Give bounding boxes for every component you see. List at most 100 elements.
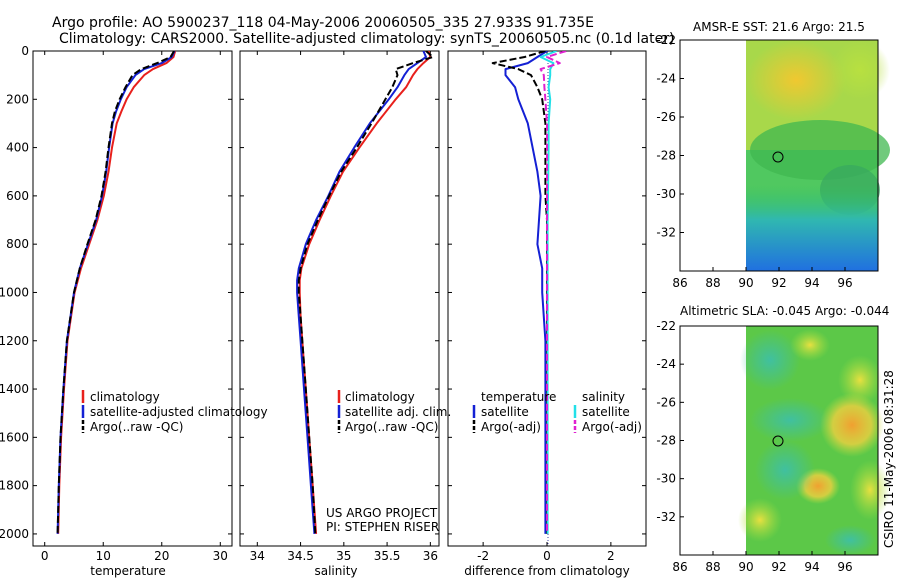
legend-label-climatology: climatology	[90, 390, 160, 404]
sla-map-y-ticks: -22 -24 -26 -28 -30 -32	[656, 319, 684, 524]
x-tick-label: 35	[336, 549, 351, 563]
map-x-tick-label: 94	[804, 276, 819, 290]
y-tick-label: 600	[6, 189, 29, 203]
salinity-x-ticks: 34 34.5 35 35.5 36	[250, 51, 438, 563]
temperature-xlabel: temperature	[90, 564, 165, 578]
temperature-x-ticks: 0 10 20 30	[41, 51, 228, 563]
y-tick-label: 1600	[0, 430, 29, 444]
title-line-1: Argo profile: AO 5900237_118 04-May-2006…	[52, 15, 594, 31]
series-line-climatology	[57, 51, 177, 534]
temperature-legend: climatology satellite-adjusted climatolo…	[81, 390, 268, 434]
map-x-tick-label: 86	[672, 560, 687, 574]
salinity-panel: 34 34.5 35 35.5 36 salinity climatology sate…	[239, 50, 451, 578]
series-line-argo-raw-qc	[297, 51, 434, 534]
y-tick-label: 200	[6, 92, 29, 106]
map-x-tick-label: 96	[837, 276, 852, 290]
map-y-tick-label: -24	[656, 72, 676, 86]
diff-legend-label-sal-satellite: satellite	[582, 405, 630, 419]
salinity-axes-box	[239, 50, 440, 547]
sal-legend-label-satellite: satellite adj. clim.	[345, 405, 451, 419]
x-tick-label: 0	[41, 549, 49, 563]
series-line-climatology	[298, 51, 432, 534]
sst-map-x-ticks: 86 88 90 92 94 96	[672, 267, 853, 290]
difference-y-ticks	[448, 50, 646, 535]
sst-argo-marker	[772, 151, 784, 163]
title-line-2: Climatology: CARS2000. Satellite-adjuste…	[59, 31, 674, 47]
x-tick-label: 35.5	[374, 549, 401, 563]
difference-x-ticks: -2 0 2	[477, 51, 615, 563]
y-tick-label: 0	[21, 44, 29, 58]
sla-map-title: Altimetric SLA: -0.045 Argo: -0.044	[680, 304, 889, 318]
series-line-salinity-argo-adj	[539, 51, 567, 534]
map-y-tick-label: -30	[656, 187, 676, 201]
legend-title-temperature: temperature	[481, 390, 556, 404]
map-y-tick-label: -26	[656, 395, 676, 409]
legend-label-satellite: satellite-adjusted climatology	[90, 405, 268, 419]
map-y-tick-label: -28	[656, 434, 676, 448]
y-tick-label: 1200	[0, 334, 29, 348]
pi-annotation: PI: STEPHEN RISER	[326, 520, 439, 534]
sal-legend-label-argo: Argo(..raw -QC)	[345, 420, 438, 434]
map-x-tick-label: 86	[672, 276, 687, 290]
x-tick-label: 34.5	[287, 549, 314, 563]
sst-map-y-ticks: -22 -24 -26 -28 -30 -32	[656, 33, 684, 240]
map-y-tick-label: -22	[656, 33, 676, 47]
map-x-tick-label: 96	[837, 560, 852, 574]
map-y-tick-label: -30	[656, 472, 676, 486]
y-tick-label: 1000	[0, 285, 29, 299]
map-y-tick-label: -32	[656, 510, 676, 524]
sla-map-panel: Altimetric SLA: -0.045 Argo: -0.044 -22-…	[656, 304, 890, 574]
series-line-argo-raw-qc	[56, 51, 175, 534]
temperature-axes-box	[32, 50, 233, 547]
legend-title-salinity: salinity	[582, 390, 625, 404]
series-line-salinity-satellite	[539, 51, 557, 534]
map-y-tick-label: -24	[656, 357, 676, 371]
map-x-tick-label: 88	[705, 276, 720, 290]
project-annotation: US ARGO PROJECT	[326, 506, 438, 520]
x-tick-label: -2	[477, 549, 489, 563]
sla-heatmap	[738, 326, 890, 555]
y-tick-label: 2000	[0, 527, 29, 541]
x-tick-label: 20	[154, 549, 169, 563]
map-y-tick-label: -22	[656, 319, 676, 333]
y-tick-label: 1800	[0, 479, 29, 493]
y-tick-label: 800	[6, 237, 29, 251]
temperature-panel: 0 200 400 600 800 1000 1200 1400 1600 1800 2000 0 1…	[0, 44, 268, 578]
map-x-tick-label: 90	[738, 276, 753, 290]
diff-legend-label-temp-argo: Argo(-adj)	[481, 420, 541, 434]
x-tick-label: 30	[213, 549, 228, 563]
salinity-legend: climatology satellite adj. clim. Argo(..…	[337, 390, 451, 434]
difference-xlabel: difference from climatology	[464, 564, 630, 578]
map-x-tick-label: 92	[771, 276, 786, 290]
salinity-lines	[296, 51, 434, 534]
sla-map-x-ticks: 86 88 90 92 94 96	[672, 551, 853, 574]
legend-label-argo: Argo(..raw -QC)	[90, 420, 183, 434]
temperature-lines	[56, 51, 177, 534]
map-x-tick-label: 92	[771, 560, 786, 574]
series-line-satellite-adj-clim	[296, 51, 427, 534]
diff-legend-label-temp-satellite: satellite	[481, 405, 529, 419]
difference-legend: temperature salinity satellite Argo(-adj…	[472, 390, 642, 434]
salinity-y-ticks	[240, 50, 439, 535]
x-tick-label: 0	[543, 549, 551, 563]
map-x-tick-label: 94	[804, 560, 819, 574]
difference-lines	[491, 51, 567, 534]
diff-legend-label-sal-argo: Argo(-adj)	[582, 420, 642, 434]
map-y-tick-label: -28	[656, 149, 676, 163]
sal-legend-label-climatology: climatology	[345, 390, 415, 404]
x-tick-label: 2	[607, 549, 615, 563]
x-tick-label: 36	[423, 549, 438, 563]
series-line-temperature-satellite	[504, 51, 548, 534]
sla-argo-marker	[772, 435, 784, 447]
sst-map-panel: AMSR-E SST: 21.6 Argo: 21.5 -22 -24 -26 -28…	[656, 20, 890, 290]
map-x-tick-label: 90	[738, 560, 753, 574]
temperature-y-ticks: 0 200 400 600 800 1000 1200 1400 1600 1800 2000	[0, 44, 232, 541]
side-timestamp-label: CSIRO 11-May-2006 08:31:28	[882, 370, 896, 548]
map-y-tick-label: -32	[656, 226, 676, 240]
y-tick-label: 1400	[0, 382, 29, 396]
sst-map-title: AMSR-E SST: 21.6 Argo: 21.5	[693, 20, 865, 34]
series-line-temperature-argo-adj	[491, 51, 548, 534]
difference-panel: -2 0 2 difference from climatology tempera…	[447, 50, 647, 578]
x-tick-label: 34	[250, 549, 265, 563]
